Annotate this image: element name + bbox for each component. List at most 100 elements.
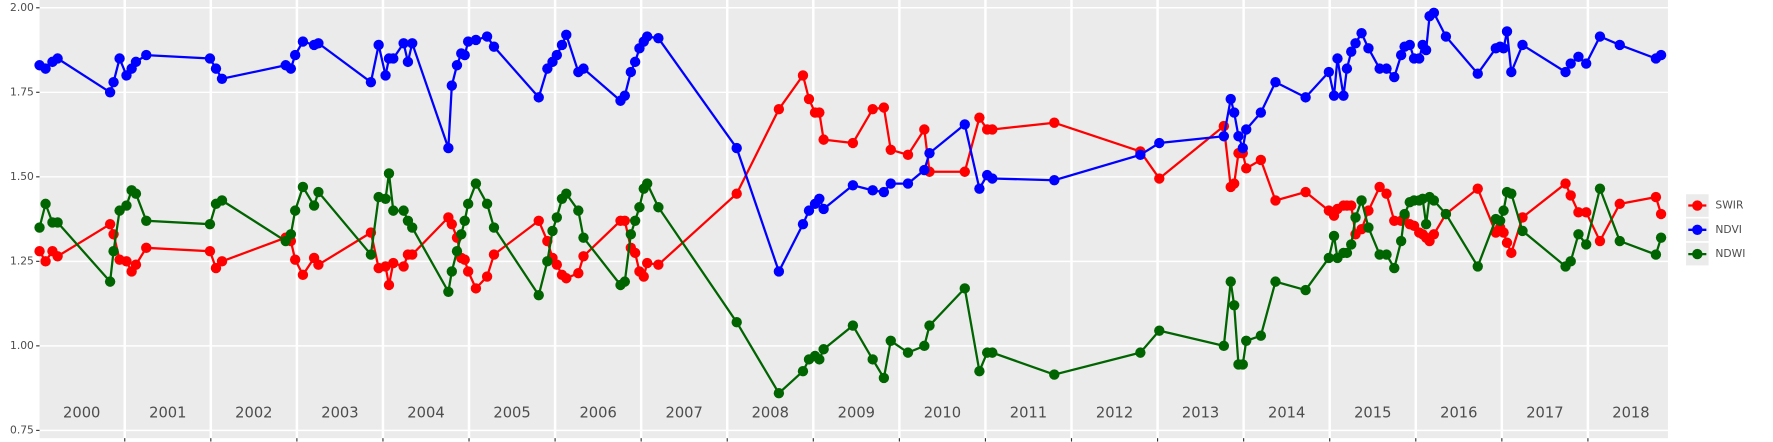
point — [561, 273, 572, 284]
point — [1581, 58, 1592, 69]
point — [488, 222, 500, 233]
point — [987, 173, 998, 184]
point — [52, 53, 63, 64]
point — [1565, 190, 1576, 201]
point — [1225, 276, 1236, 287]
point — [121, 200, 132, 211]
point — [1440, 31, 1452, 42]
point — [388, 205, 399, 216]
point — [402, 56, 414, 68]
year-label: 2009 — [838, 404, 875, 421]
point — [398, 261, 409, 272]
point — [1328, 230, 1340, 242]
point — [1270, 195, 1281, 206]
year-label: 2015 — [1354, 404, 1391, 421]
point — [619, 90, 631, 101]
point — [130, 259, 142, 270]
point — [867, 104, 878, 115]
point — [1270, 276, 1281, 287]
point — [1225, 93, 1236, 105]
point — [847, 320, 859, 331]
point — [1300, 284, 1311, 296]
year-label: 2016 — [1440, 404, 1477, 421]
point — [1650, 191, 1662, 203]
point — [867, 185, 878, 196]
point — [1650, 249, 1662, 260]
point — [443, 286, 454, 297]
point — [1594, 235, 1606, 247]
point — [1323, 252, 1335, 264]
point — [1494, 215, 1506, 226]
point — [1472, 68, 1483, 79]
point — [561, 29, 572, 41]
point — [1237, 359, 1248, 370]
point — [924, 320, 935, 331]
point — [1374, 181, 1385, 193]
year-label: 2012 — [1096, 404, 1133, 421]
legend-label: NDWI — [1715, 247, 1745, 260]
point — [443, 142, 454, 154]
point — [1428, 7, 1440, 19]
point — [878, 102, 890, 113]
point — [867, 354, 878, 365]
point — [1241, 124, 1252, 135]
point — [398, 205, 409, 216]
point — [216, 195, 228, 206]
point — [551, 49, 563, 61]
legend-label: NDVI — [1715, 223, 1742, 236]
point — [488, 41, 500, 52]
point — [533, 289, 544, 301]
point — [1346, 200, 1357, 211]
point — [814, 193, 825, 204]
point — [1300, 186, 1311, 198]
point — [1395, 49, 1407, 61]
point — [216, 73, 228, 84]
point — [451, 246, 463, 257]
point — [902, 347, 914, 358]
point — [365, 76, 377, 88]
point — [462, 266, 474, 277]
year-label: 2011 — [1010, 404, 1047, 421]
point — [1594, 183, 1606, 194]
point — [141, 49, 152, 61]
point — [1472, 261, 1483, 272]
point — [1614, 235, 1625, 247]
point — [1395, 235, 1407, 247]
legend-point — [1692, 248, 1703, 260]
year-label: 2004 — [407, 404, 444, 421]
point — [380, 193, 391, 204]
point — [407, 38, 418, 49]
point — [204, 53, 216, 64]
point — [625, 66, 637, 78]
point — [380, 261, 391, 272]
point — [1346, 46, 1357, 57]
point — [1241, 163, 1252, 174]
point — [959, 283, 970, 294]
point — [34, 246, 45, 257]
point — [365, 249, 377, 260]
point — [1506, 66, 1517, 78]
point — [1228, 107, 1240, 118]
y-tick-label: 1.50 — [10, 170, 34, 183]
point — [104, 276, 116, 287]
point — [773, 104, 785, 115]
point — [924, 147, 935, 159]
point — [141, 215, 152, 226]
point — [1420, 44, 1432, 56]
point — [561, 188, 572, 199]
point — [551, 259, 563, 270]
point — [1581, 207, 1592, 218]
point — [578, 232, 589, 243]
point — [634, 202, 645, 213]
point — [885, 178, 896, 189]
point — [625, 229, 637, 240]
point — [1228, 300, 1240, 311]
point — [1498, 43, 1509, 54]
point — [216, 256, 228, 267]
point — [297, 181, 309, 193]
point — [638, 271, 649, 282]
year-label: 2006 — [579, 404, 616, 421]
point — [533, 215, 544, 226]
point — [398, 38, 409, 49]
point — [1237, 142, 1248, 154]
